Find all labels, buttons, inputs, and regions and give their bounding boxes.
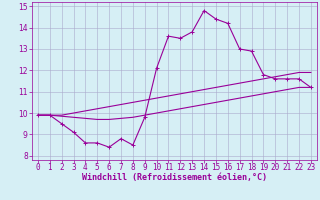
X-axis label: Windchill (Refroidissement éolien,°C): Windchill (Refroidissement éolien,°C) [82,173,267,182]
